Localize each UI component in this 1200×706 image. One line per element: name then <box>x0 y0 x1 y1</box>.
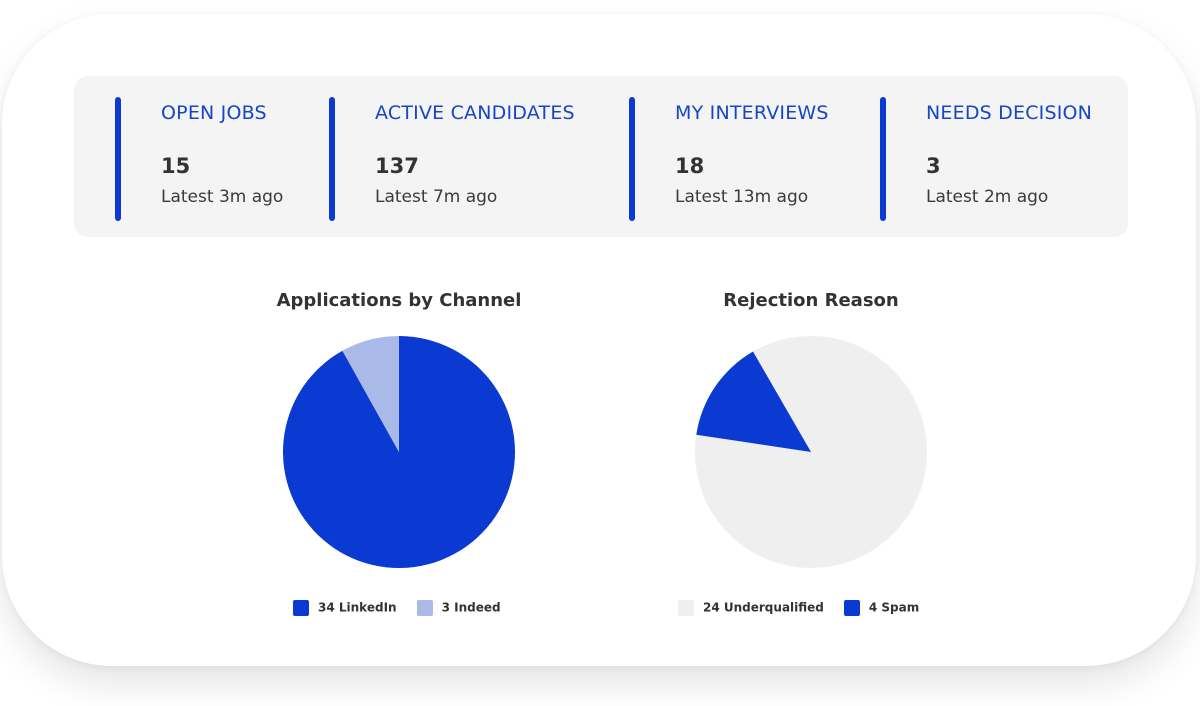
chart-title-rejection: Rejection Reason <box>723 290 899 311</box>
stats-panel: OPEN JOBS 15 Latest 3m ago ACTIVE CANDID… <box>74 76 1128 237</box>
stat-updated: Latest 7m ago <box>375 187 498 207</box>
stat-value: 137 <box>375 154 419 178</box>
legend-swatch <box>293 599 309 616</box>
legend-channel: 34 LinkedIn 3 Indeed <box>293 596 501 616</box>
stat-accent-bar <box>329 97 335 221</box>
pie-slice-indeed[interactable] <box>342 336 399 452</box>
legend-swatch <box>416 599 433 616</box>
legend-label: 4 Spam <box>868 600 920 615</box>
legend-label: 24 Underqualified <box>703 600 824 615</box>
pie-slice-spam[interactable] <box>696 351 811 452</box>
stat-label: ACTIVE CANDIDATES <box>375 102 575 124</box>
stat-needs-decision[interactable]: NEEDS DECISION 3 Latest 2m ago <box>880 97 1110 221</box>
legend-item[interactable]: 24 Underqualified <box>678 597 824 616</box>
pie-chart-rejection <box>695 336 927 568</box>
stat-active-candidates[interactable]: ACTIVE CANDIDATES 137 Latest 7m ago <box>329 97 589 221</box>
stat-updated: Latest 2m ago <box>926 187 1049 207</box>
stat-accent-bar <box>115 97 121 221</box>
pie-slice-linkedin[interactable] <box>282 336 515 568</box>
legend-item[interactable]: 34 LinkedIn <box>293 597 397 616</box>
stat-my-interviews[interactable]: MY INTERVIEWS 18 Latest 13m ago <box>629 97 859 221</box>
legend-item[interactable]: 3 Indeed <box>416 597 501 616</box>
stat-accent-bar <box>880 97 886 221</box>
stat-updated: Latest 13m ago <box>675 187 809 207</box>
stat-label: OPEN JOBS <box>161 102 267 124</box>
stat-value: 18 <box>675 154 705 178</box>
stat-open-jobs[interactable]: OPEN JOBS 15 Latest 3m ago <box>115 97 325 221</box>
chart-title-channel: Applications by Channel <box>276 290 522 311</box>
stat-label: NEEDS DECISION <box>926 102 1093 124</box>
legend-swatch <box>678 599 694 616</box>
pie-chart-channel <box>282 336 515 568</box>
stat-updated: Latest 3m ago <box>161 187 284 207</box>
legend-label: 3 Indeed <box>441 600 501 615</box>
legend-rejection: 24 Underqualified 4 Spam <box>678 596 920 616</box>
stat-value: 3 <box>926 154 941 178</box>
stat-accent-bar <box>629 97 635 221</box>
stat-value: 15 <box>161 154 191 178</box>
legend-label: 34 LinkedIn <box>318 600 397 615</box>
stat-label: MY INTERVIEWS <box>675 102 829 124</box>
legend-item[interactable]: 4 Spam <box>843 597 920 616</box>
legend-swatch <box>843 599 860 616</box>
